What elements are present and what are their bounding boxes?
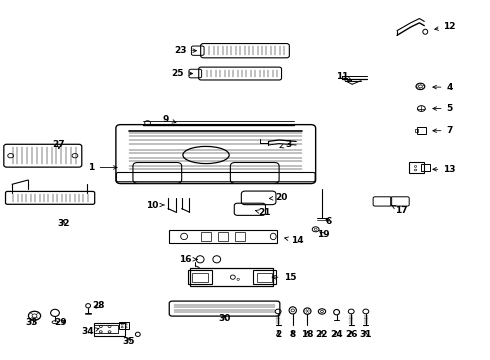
- Text: 7: 7: [433, 126, 453, 135]
- Bar: [189, 270, 212, 284]
- Text: 18: 18: [301, 330, 314, 339]
- Text: 12: 12: [435, 22, 456, 31]
- Text: 35: 35: [123, 337, 135, 346]
- Bar: [94, 323, 125, 336]
- Text: 30: 30: [219, 314, 231, 323]
- Text: 13: 13: [433, 165, 456, 174]
- Bar: [415, 129, 418, 132]
- FancyBboxPatch shape: [230, 162, 279, 183]
- Text: 25: 25: [172, 69, 193, 78]
- Text: 22: 22: [316, 330, 328, 339]
- Text: 17: 17: [392, 205, 407, 215]
- Text: 33: 33: [25, 318, 38, 327]
- Bar: [253, 270, 276, 284]
- Text: 15: 15: [272, 273, 296, 282]
- Text: 24: 24: [330, 330, 343, 339]
- Bar: [190, 268, 273, 287]
- Text: 29: 29: [54, 318, 67, 327]
- Text: 1: 1: [88, 163, 117, 172]
- Text: 27: 27: [52, 140, 65, 149]
- Text: 23: 23: [174, 46, 196, 55]
- Text: 28: 28: [93, 301, 105, 310]
- Bar: [170, 230, 277, 243]
- Text: 9: 9: [163, 115, 176, 124]
- Bar: [218, 232, 228, 241]
- Text: 14: 14: [285, 236, 304, 245]
- Bar: [421, 164, 430, 171]
- Text: 19: 19: [317, 230, 329, 239]
- Text: 3: 3: [280, 140, 292, 149]
- Text: 21: 21: [255, 208, 271, 217]
- Text: 5: 5: [433, 104, 453, 113]
- Text: 8: 8: [290, 330, 296, 339]
- Text: 2: 2: [275, 330, 281, 339]
- Bar: [201, 232, 211, 241]
- Bar: [119, 322, 129, 329]
- Bar: [235, 232, 245, 241]
- Text: 6: 6: [326, 217, 332, 226]
- Text: 34: 34: [82, 327, 99, 336]
- Bar: [193, 273, 208, 282]
- Ellipse shape: [183, 147, 229, 163]
- Text: 32: 32: [57, 219, 70, 228]
- Bar: [95, 325, 118, 333]
- Bar: [409, 162, 424, 173]
- Text: 20: 20: [270, 193, 288, 202]
- Text: 16: 16: [179, 255, 197, 264]
- Text: 31: 31: [360, 330, 372, 339]
- Text: 10: 10: [146, 201, 164, 210]
- Bar: [257, 273, 272, 282]
- Bar: [416, 127, 426, 134]
- Text: 26: 26: [345, 330, 358, 339]
- FancyBboxPatch shape: [133, 162, 182, 183]
- Text: 11: 11: [336, 72, 352, 81]
- Text: 4: 4: [433, 83, 453, 92]
